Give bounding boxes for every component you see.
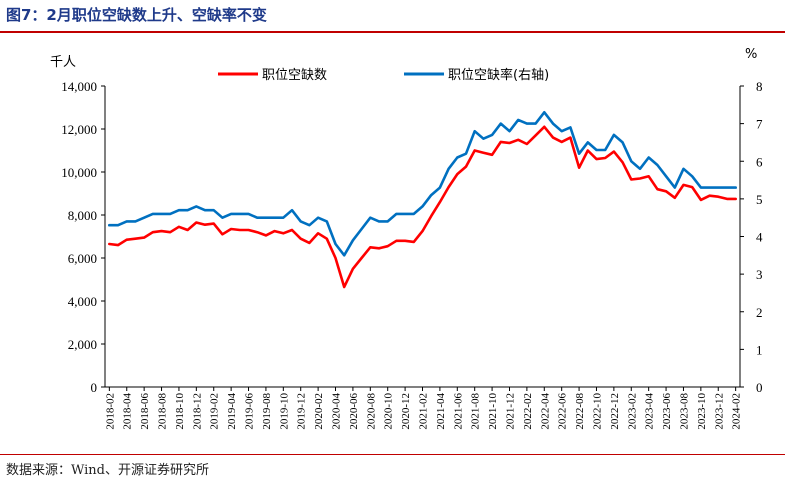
legend-label-openings: 职位空缺数	[262, 68, 327, 83]
line-chart: 02,0004,0006,0008,00010,00012,00014,000 …	[50, 47, 763, 430]
x-tick-label: 2022-04	[539, 393, 551, 430]
x-tick-label: 2018-12	[191, 393, 203, 430]
x-tick-label: 2018-04	[122, 393, 134, 430]
x-tick-label: 2023-10	[696, 393, 708, 430]
legend: 职位空缺数 职位空缺率(右轴)	[218, 67, 549, 83]
x-tick-label: 2018-08	[157, 393, 169, 430]
right-tick-label: 8	[756, 79, 763, 94]
x-tick-label: 2018-10	[174, 393, 186, 430]
series-layer	[108, 111, 738, 289]
x-tick-label: 2021-04	[435, 393, 447, 430]
left-tick-label: 6,000	[68, 251, 97, 266]
x-tick-label: 2023-04	[644, 393, 656, 430]
x-tick-label: 2019-02	[209, 393, 221, 430]
right-tick-label: 2	[756, 305, 763, 320]
x-tick-label: 2018-06	[139, 393, 151, 430]
x-tick-label: 2022-10	[591, 393, 603, 430]
right-tick-label: 7	[756, 117, 763, 132]
x-tick-label: 2021-06	[452, 393, 464, 430]
chart-title: 图7：2月职位空缺数上升、空缺率不变	[6, 6, 267, 24]
x-tick-label: 2018-02	[104, 393, 116, 430]
x-tick-label: 2023-06	[661, 393, 673, 430]
left-tick-label: 14,000	[61, 79, 97, 94]
left-tick-label: 10,000	[61, 165, 97, 180]
right-tick-label: 0	[756, 380, 763, 395]
x-tick-label: 2022-08	[574, 393, 586, 430]
x-tick-label: 2020-08	[365, 393, 377, 430]
left-tick-label: 4,000	[68, 294, 97, 309]
title-divider	[0, 31, 785, 33]
left-tick-label: 2,000	[68, 337, 97, 352]
x-tick-label: 2023-08	[678, 393, 690, 430]
right-tick-label: 3	[756, 267, 763, 282]
x-tick-label: 2020-06	[348, 393, 360, 430]
x-tick-label: 2020-02	[313, 393, 325, 430]
x-tick-label: 2023-12	[713, 393, 725, 430]
source-divider	[0, 454, 785, 455]
x-tick-label: 2019-08	[261, 393, 273, 430]
right-axis-ticks: 0 1 2 3 4 5 6 7 8	[740, 79, 763, 395]
left-tick-label: 12,000	[61, 122, 97, 137]
source-note: 数据来源：Wind、开源证券研究所	[6, 463, 209, 478]
left-axis-unit: 千人	[50, 55, 76, 70]
x-tick-label: 2019-04	[226, 393, 238, 430]
series-line-openings	[108, 125, 738, 289]
x-tick-label: 2020-12	[400, 393, 412, 430]
x-tick-label: 2024-02	[731, 393, 743, 430]
left-tick-label: 0	[91, 380, 98, 395]
x-tick-label: 2019-06	[244, 393, 256, 430]
x-tick-label: 2021-12	[504, 393, 516, 430]
left-axis-ticks: 0 2,000 4,000 6,000 8,000 10,000 12,000 14,000	[61, 79, 105, 395]
x-tick-label: 2019-10	[278, 393, 290, 430]
x-tick-label: 2020-10	[383, 393, 395, 430]
x-tick-label: 2021-02	[418, 393, 430, 430]
x-tick-label: 2019-12	[296, 393, 308, 430]
right-tick-label: 6	[756, 154, 763, 169]
x-tick-label: 2022-06	[557, 393, 569, 430]
x-tick-label: 2021-08	[470, 393, 482, 430]
x-tick-label: 2023-02	[626, 393, 638, 430]
x-tick-label: 2020-04	[331, 393, 343, 430]
series-line-rate	[108, 111, 738, 257]
x-tick-label: 2022-02	[522, 393, 534, 430]
x-tick-label: 2021-10	[487, 393, 499, 430]
left-tick-label: 8,000	[68, 208, 97, 223]
right-tick-label: 5	[756, 192, 763, 207]
x-axis-ticks: 2018-02 2018-04 2018-06 2018-08 2018-10 2018-…	[104, 387, 743, 430]
right-axis-unit: %	[745, 47, 757, 62]
legend-label-rate: 职位空缺率(右轴)	[448, 67, 549, 83]
x-tick-label: 2022-12	[609, 393, 621, 430]
right-tick-label: 4	[756, 230, 763, 245]
right-tick-label: 1	[756, 342, 763, 357]
